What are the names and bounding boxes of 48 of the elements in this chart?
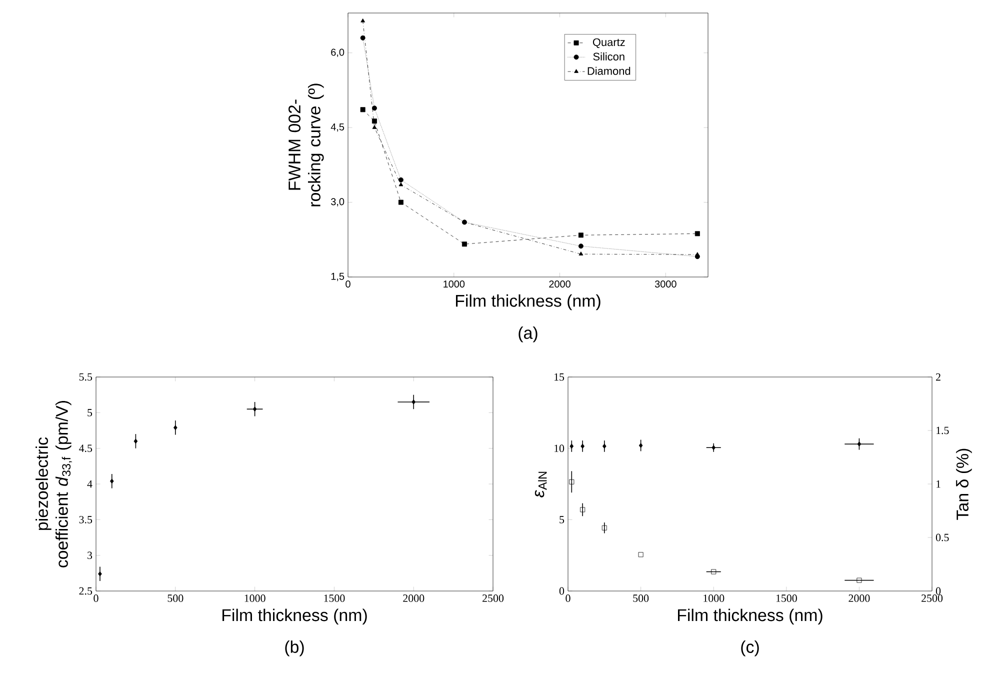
y2-tick-label: 1 <box>936 480 940 488</box>
y-tick-label: 4,5 <box>330 123 344 132</box>
text: (c) <box>741 640 759 656</box>
y2-tick-label: 0.5 <box>936 534 949 542</box>
y2-axis-title: Tan δ (%) <box>956 448 972 520</box>
x-tick-label: 1000 <box>244 594 266 602</box>
y-tick-label: 5 <box>88 409 92 416</box>
y-tick-label: 6,0 <box>331 48 344 57</box>
x-tick-label: 2500 <box>922 594 943 602</box>
x-tick-label: 1500 <box>776 594 797 602</box>
x-axis-title: Film thickness (nm) <box>456 294 600 310</box>
y-tick-label: 10 <box>554 444 564 452</box>
x-tick-label: 1000 <box>704 594 724 602</box>
y-tick-label: 4.5 <box>79 444 92 452</box>
x-tick-label: 2000 <box>549 280 570 288</box>
y-tick-label: 0 <box>559 587 564 595</box>
x-tick-label: 3000 <box>654 280 676 288</box>
x-tick-label: 1500 <box>324 594 345 602</box>
y-tick-label: 15 <box>554 373 564 381</box>
legend-label: Diamond <box>588 66 630 75</box>
x-tick-label: 1000 <box>444 280 465 288</box>
x-axis-title: Film thickness (nm) <box>678 608 822 625</box>
text: (b) <box>285 640 304 656</box>
y-tick-label: 3.5 <box>79 516 92 524</box>
y-tick-label: 3 <box>88 552 92 560</box>
x-tick-label: 2000 <box>848 594 870 602</box>
y-tick-label: 3,0 <box>331 198 344 206</box>
text: (a) <box>518 326 538 342</box>
y-axis-title: ε$_{AlN}$ <box>534 472 547 498</box>
y2-tick-label: 2 <box>936 373 940 381</box>
y-tick-label: 5.5 <box>79 373 92 381</box>
x-tick-label: 500 <box>168 594 184 602</box>
legend-label: Silicon <box>593 52 624 60</box>
x-tick-label: 0 <box>566 594 570 602</box>
y-tick-label: 5 <box>560 516 564 524</box>
y2-tick-label: 1.5 <box>936 426 949 434</box>
y-tick-label: 2.5 <box>79 587 92 595</box>
x-axis-title: Film thickness (nm) <box>222 608 367 625</box>
y-axis-title: FWHM 002-rocking curve (º) <box>288 84 324 206</box>
x-tick-label: 0 <box>346 280 350 288</box>
y-tick-label: 1,5 <box>331 272 344 282</box>
legend-label: Quartz <box>592 38 625 48</box>
x-tick-label: 0 <box>94 594 98 602</box>
x-tick-label: 2000 <box>403 594 424 602</box>
x-tick-label: 500 <box>633 594 649 602</box>
x-tick-label: 2500 <box>482 594 504 602</box>
y2-tick-label: 0 <box>936 587 941 595</box>
y-tick-label: 4 <box>87 480 92 488</box>
